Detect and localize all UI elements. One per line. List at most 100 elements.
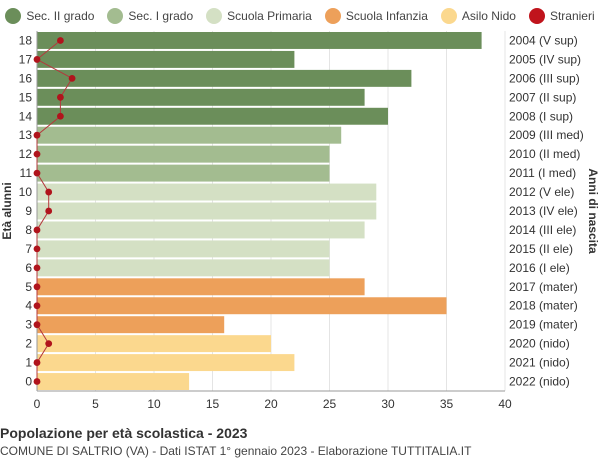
birth-year-label: 2004 (V sup) bbox=[509, 33, 578, 47]
legend-label: Stranieri bbox=[549, 9, 595, 23]
legend-item: Scuola Infanzia bbox=[324, 8, 428, 24]
bar-11 bbox=[37, 164, 330, 182]
stranieri-point-14 bbox=[57, 112, 64, 120]
bar-3 bbox=[37, 316, 225, 334]
birth-year-label: 2010 (II med) bbox=[509, 147, 580, 161]
stranieri-point-18 bbox=[57, 37, 64, 44]
age-tick-label: 14 bbox=[19, 109, 33, 123]
bar-1 bbox=[37, 354, 295, 372]
bar-18 bbox=[37, 32, 482, 49]
stranieri-point-8 bbox=[33, 226, 41, 234]
legend-label: Scuola Primaria bbox=[227, 9, 312, 23]
age-tick-label: 11 bbox=[20, 166, 33, 180]
bar-8 bbox=[37, 221, 365, 239]
age-tick-label: 6 bbox=[25, 261, 32, 275]
bar-2 bbox=[37, 335, 271, 353]
bar-16 bbox=[37, 69, 412, 87]
bar-15 bbox=[37, 88, 365, 106]
x-tick-label: 30 bbox=[381, 397, 395, 411]
bar-9 bbox=[37, 202, 377, 220]
x-tick-label: 0 bbox=[34, 397, 41, 411]
legend-swatch bbox=[107, 8, 124, 24]
birth-year-label: 2017 (mater) bbox=[509, 280, 578, 294]
stranieri-point-2 bbox=[45, 340, 53, 348]
bar-12 bbox=[37, 145, 330, 163]
y-axis-title-right: Anni di nascita bbox=[586, 168, 600, 254]
birth-year-label: 2019 (mater) bbox=[509, 318, 578, 332]
stranieri-point-7 bbox=[33, 245, 41, 253]
x-tick-label: 40 bbox=[498, 397, 512, 411]
age-tick-label: 9 bbox=[25, 204, 32, 218]
birth-year-label: 2007 (II sup) bbox=[509, 90, 576, 104]
birth-year-label: 2005 (IV sup) bbox=[509, 52, 581, 66]
birth-year-label: 2006 (III sup) bbox=[509, 71, 580, 85]
stranieri-point-6 bbox=[33, 264, 41, 272]
birth-year-label: 2013 (IV ele) bbox=[509, 204, 578, 218]
legend-item: Sec. II grado bbox=[5, 8, 94, 24]
legend-swatch bbox=[324, 8, 341, 24]
stranieri-point-10 bbox=[45, 188, 53, 196]
bar-chart: 18 2004 (V sup)17 2005 (IV sup)16 2006 (III… bbox=[0, 31, 600, 411]
bar-14 bbox=[37, 107, 388, 125]
bar-4 bbox=[37, 297, 447, 315]
bar-0 bbox=[37, 373, 190, 390]
bar-7 bbox=[37, 240, 330, 258]
footer-subtitle: COMUNE DI SALTRIO (VA) - Dati ISTAT 1° g… bbox=[0, 444, 472, 458]
age-tick-label: 1 bbox=[25, 356, 32, 370]
bar-13 bbox=[37, 126, 342, 144]
legend-item: Stranieri bbox=[528, 8, 595, 24]
legend-label: Sec. I grado bbox=[128, 9, 194, 23]
stranieri-point-4 bbox=[33, 302, 41, 310]
legend-item: Scuola Primaria bbox=[206, 8, 312, 24]
age-tick-label: 10 bbox=[19, 185, 33, 199]
y-axis-title-left: Età alunni bbox=[0, 182, 14, 239]
age-tick-label: 8 bbox=[25, 223, 32, 237]
birth-year-label: 2015 (II ele) bbox=[509, 242, 573, 256]
x-tick-label: 5 bbox=[92, 397, 99, 411]
x-tick-label: 15 bbox=[206, 397, 220, 411]
x-tick-label: 35 bbox=[440, 397, 454, 411]
birth-year-label: 2018 (mater) bbox=[509, 299, 578, 313]
bar-17 bbox=[37, 50, 295, 68]
chart-legend: Sec. II grado Sec. I grado Scuola Primaria… bbox=[0, 6, 600, 26]
stranieri-point-9 bbox=[45, 207, 53, 215]
stranieri-point-0 bbox=[33, 378, 41, 385]
birth-year-label: 2009 (III med) bbox=[509, 128, 584, 142]
stranieri-point-15 bbox=[57, 93, 64, 101]
birth-year-label: 2011 (I med) bbox=[509, 166, 576, 180]
age-tick-label: 7 bbox=[25, 242, 32, 256]
stranieri-point-17 bbox=[33, 56, 41, 63]
age-tick-label: 2 bbox=[25, 337, 32, 351]
legend-swatch bbox=[440, 8, 457, 24]
x-tick-label: 25 bbox=[323, 397, 337, 411]
legend-swatch bbox=[528, 8, 545, 24]
age-tick-label: 18 bbox=[19, 33, 33, 47]
age-tick-label: 17 bbox=[19, 52, 33, 66]
age-tick-label: 15 bbox=[19, 90, 33, 104]
stranieri-point-11 bbox=[33, 169, 41, 177]
footer-title: Popolazione per età scolastica - 2023 bbox=[0, 425, 248, 441]
legend-item: Asilo Nido bbox=[440, 8, 516, 24]
age-tick-label: 3 bbox=[25, 318, 32, 332]
birth-year-label: 2020 (nido) bbox=[509, 337, 570, 351]
stranieri-point-3 bbox=[33, 321, 41, 329]
birth-year-label: 2012 (V ele) bbox=[509, 185, 574, 199]
birth-year-label: 2021 (nido) bbox=[509, 356, 570, 370]
stranieri-point-5 bbox=[33, 283, 41, 291]
legend-swatch bbox=[206, 8, 223, 24]
bar-6 bbox=[37, 259, 330, 277]
age-tick-label: 4 bbox=[25, 299, 32, 313]
age-tick-label: 13 bbox=[19, 128, 33, 142]
birth-year-label: 2014 (III ele) bbox=[509, 223, 576, 237]
bar-10 bbox=[37, 183, 377, 201]
stranieri-point-13 bbox=[33, 131, 41, 139]
age-tick-label: 5 bbox=[25, 280, 32, 294]
legend-swatch bbox=[5, 8, 22, 24]
birth-year-label: 2016 (I ele) bbox=[509, 261, 570, 275]
age-tick-label: 0 bbox=[25, 375, 32, 389]
x-tick-label: 20 bbox=[264, 397, 278, 411]
x-tick-label: 10 bbox=[147, 397, 161, 411]
legend-item: Sec. I grado bbox=[107, 8, 193, 24]
age-tick-label: 16 bbox=[19, 71, 33, 85]
stranieri-point-16 bbox=[68, 74, 76, 82]
